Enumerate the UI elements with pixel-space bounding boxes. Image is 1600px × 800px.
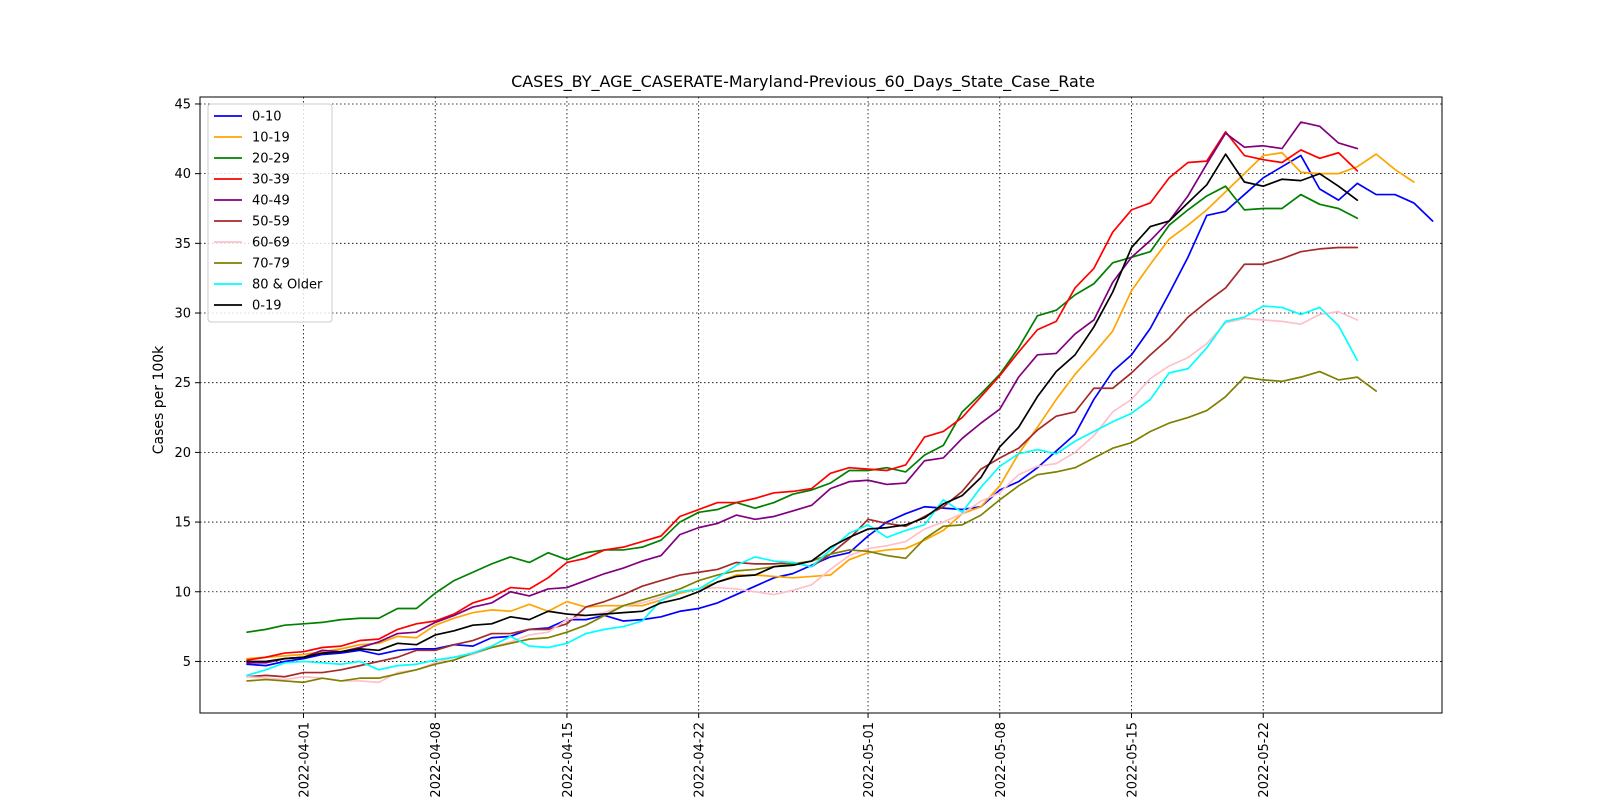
series-line-0-10 bbox=[246, 154, 1434, 667]
y-tick-label: 35 bbox=[174, 237, 191, 252]
axes: 5 10 15 20 25 30 35 40 45 2022-04-01 2022-04-08 202… bbox=[174, 96, 1443, 798]
x-tick-label: 2022-05-22 bbox=[1257, 722, 1272, 798]
series-line-0-19 bbox=[246, 153, 1359, 663]
x-tick-label: 2022-04-15 bbox=[561, 722, 576, 798]
legend-label: 30-39 bbox=[252, 173, 290, 188]
series-line-40-49 bbox=[246, 121, 1359, 664]
legend-label: 40-49 bbox=[252, 194, 290, 209]
series-line-10-19 bbox=[246, 151, 1415, 660]
x-tick-label: 2022-05-15 bbox=[1126, 722, 1141, 798]
y-tick-label: 40 bbox=[174, 167, 191, 182]
series-line-30-39 bbox=[246, 130, 1359, 661]
legend: 0-10 10-19 20-29 30-39 40-49 50-59 60-69 70-79 8… bbox=[207, 103, 333, 323]
legend-label: 0-10 bbox=[252, 110, 282, 125]
series-line-20-29 bbox=[246, 185, 1359, 634]
series-line-50-59 bbox=[246, 246, 1359, 678]
y-tick-label: 25 bbox=[174, 376, 191, 391]
y-tick-label: 5 bbox=[183, 655, 191, 670]
grid-lines bbox=[200, 97, 1442, 713]
legend-label: 10-19 bbox=[252, 131, 290, 146]
y-tick-label: 20 bbox=[174, 446, 191, 461]
y-tick-label: 45 bbox=[174, 97, 191, 112]
plot-frame bbox=[199, 96, 1443, 714]
y-tick-label: 10 bbox=[174, 585, 191, 600]
legend-label: 60-69 bbox=[252, 236, 290, 251]
series-line-70-79 bbox=[246, 370, 1377, 684]
x-tick-label: 2022-04-01 bbox=[298, 722, 313, 798]
x-tick-label: 2022-05-01 bbox=[862, 722, 877, 798]
x-tick-label: 2022-05-08 bbox=[994, 722, 1009, 798]
series-lines bbox=[246, 121, 1434, 684]
chart-title: CASES_BY_AGE_CASERATE-Maryland-Previous_… bbox=[511, 72, 1095, 92]
y-tick-label: 15 bbox=[174, 516, 191, 531]
legend-label: 0-19 bbox=[252, 299, 282, 314]
y-axis-label: Cases per 100k bbox=[151, 345, 167, 454]
series-line-80-older bbox=[246, 305, 1359, 677]
legend-label: 20-29 bbox=[252, 152, 290, 167]
x-tick-label: 2022-04-22 bbox=[693, 722, 708, 798]
x-tick-label: 2022-04-08 bbox=[429, 722, 444, 798]
series-line-60-69 bbox=[246, 310, 1359, 684]
legend-label: 50-59 bbox=[252, 215, 290, 230]
legend-label: 70-79 bbox=[252, 257, 290, 272]
legend-label: 80 & Older bbox=[252, 278, 323, 293]
y-tick-label: 30 bbox=[174, 307, 191, 322]
